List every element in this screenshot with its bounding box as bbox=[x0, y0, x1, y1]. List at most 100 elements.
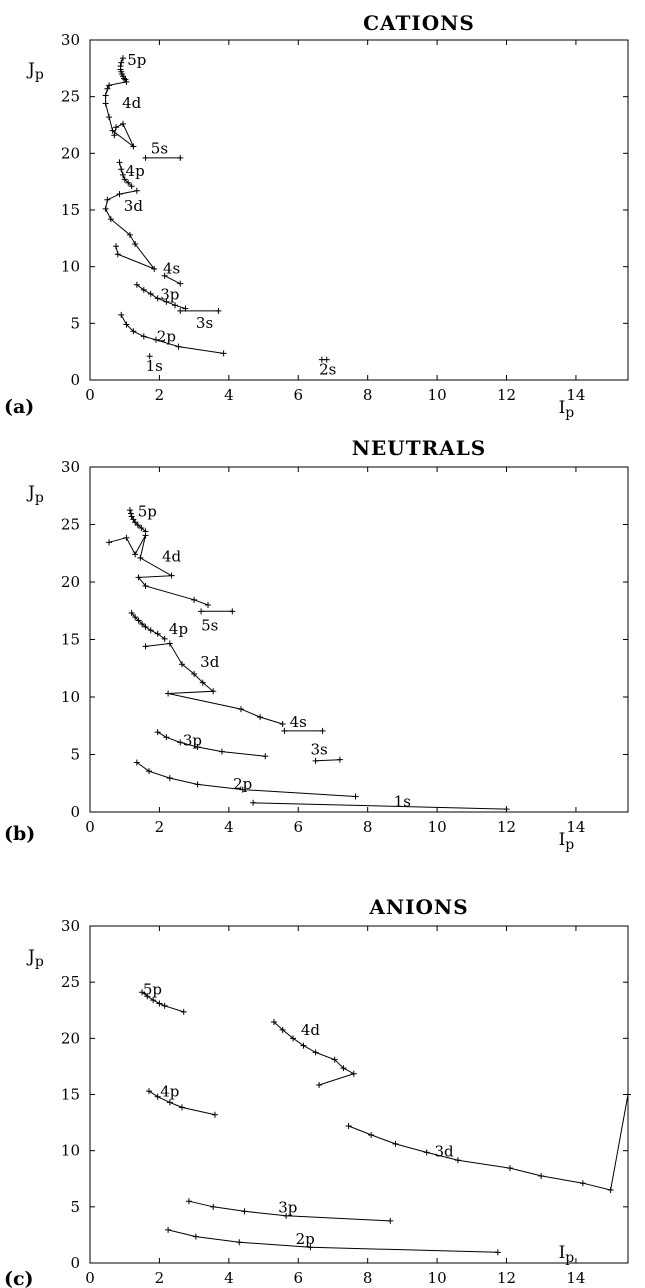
data-point bbox=[182, 305, 189, 312]
data-point bbox=[250, 799, 257, 806]
y-tick-label: 15 bbox=[61, 1086, 80, 1104]
x-axis-label: Ip bbox=[559, 830, 575, 853]
data-point bbox=[113, 124, 120, 131]
data-point bbox=[154, 630, 161, 637]
y-axis-label: Jp bbox=[26, 483, 44, 506]
data-point bbox=[106, 539, 113, 546]
data-point bbox=[111, 132, 118, 139]
chart-title: NEUTRALS bbox=[352, 436, 487, 460]
data-point bbox=[125, 179, 132, 186]
data-point bbox=[218, 748, 225, 755]
y-axis-label: Jp bbox=[26, 947, 44, 970]
series-2p: 2p bbox=[133, 759, 359, 800]
series-label: 4d bbox=[162, 547, 182, 565]
y-tick-label: 30 bbox=[61, 31, 80, 49]
data-point bbox=[119, 120, 126, 127]
panel-label: (a) bbox=[4, 396, 34, 418]
data-point bbox=[350, 1070, 357, 1077]
series-label: 2s bbox=[319, 360, 336, 378]
series-line bbox=[157, 731, 266, 757]
data-point bbox=[107, 216, 114, 223]
series-1s: 1s bbox=[250, 792, 510, 813]
data-point bbox=[106, 82, 113, 89]
x-tick-label: 6 bbox=[293, 818, 303, 836]
x-axis-label: Ip bbox=[559, 398, 575, 421]
data-point bbox=[290, 1035, 297, 1042]
x-axis-label: Ip bbox=[559, 1243, 575, 1266]
series-line bbox=[164, 275, 181, 285]
series-4p: 4p bbox=[116, 159, 145, 190]
data-point bbox=[132, 551, 139, 558]
x-tick-label: 8 bbox=[363, 386, 373, 404]
data-point bbox=[352, 793, 359, 800]
series-label: 3p bbox=[183, 731, 202, 749]
data-point bbox=[121, 75, 128, 82]
y-tick-label: 30 bbox=[61, 917, 80, 935]
data-point bbox=[116, 191, 123, 198]
data-point bbox=[340, 1065, 347, 1072]
x-tick-label: 8 bbox=[363, 818, 373, 836]
x-tick-label: 0 bbox=[85, 1269, 95, 1287]
y-tick-label: 30 bbox=[61, 458, 80, 476]
data-point bbox=[102, 205, 109, 212]
series-label: 3s bbox=[196, 314, 213, 332]
data-point bbox=[165, 1226, 172, 1233]
series-5s: 5s bbox=[142, 139, 184, 161]
data-point bbox=[177, 280, 184, 287]
series-line bbox=[131, 612, 165, 640]
y-tick-label: 25 bbox=[61, 88, 80, 106]
data-point bbox=[166, 1099, 173, 1106]
data-point bbox=[283, 1212, 290, 1219]
data-point bbox=[625, 1091, 631, 1098]
data-point bbox=[119, 55, 126, 62]
series-line bbox=[136, 762, 356, 797]
data-point bbox=[454, 1157, 461, 1164]
x-tick-label: 4 bbox=[224, 818, 234, 836]
data-point bbox=[178, 661, 185, 668]
data-point bbox=[130, 328, 137, 335]
data-point bbox=[142, 583, 149, 590]
series-5p: 5p bbox=[117, 51, 146, 83]
series-line bbox=[148, 1090, 216, 1116]
data-point bbox=[102, 92, 109, 99]
data-point bbox=[142, 528, 149, 535]
x-tick-label: 0 bbox=[85, 818, 95, 836]
data-point bbox=[175, 343, 182, 350]
data-point bbox=[138, 524, 145, 531]
data-point bbox=[163, 298, 170, 305]
series-label: 5s bbox=[201, 616, 218, 634]
series-5s: 5s bbox=[198, 608, 236, 634]
series-label: 4p bbox=[126, 162, 145, 180]
data-point bbox=[104, 85, 111, 92]
series-label: 5p bbox=[127, 51, 146, 69]
x-tick-label: 14 bbox=[566, 818, 585, 836]
x-tick-label: 2 bbox=[155, 1269, 165, 1287]
x-tick-label: 12 bbox=[497, 818, 516, 836]
data-point bbox=[177, 154, 184, 161]
data-point bbox=[132, 519, 139, 526]
data-point bbox=[137, 554, 144, 561]
data-point bbox=[336, 756, 343, 763]
data-point bbox=[331, 1056, 338, 1063]
x-tick-label: 14 bbox=[566, 1269, 585, 1287]
series-line bbox=[315, 759, 340, 762]
data-point bbox=[133, 187, 140, 194]
series-4s: 4s bbox=[161, 259, 184, 287]
series-label: 4d bbox=[301, 1021, 321, 1039]
x-tick-label: 12 bbox=[497, 386, 516, 404]
panel-label: (c) bbox=[4, 1268, 34, 1288]
y-axis-label: Jp bbox=[26, 60, 44, 83]
chart-panel-3: ANIONS (c) 0 2 4 6 8 10 12 14 0 5 10 15 20 25 30 Ip Jp 2p 3p… bbox=[4, 895, 631, 1288]
x-tick-label: 10 bbox=[428, 386, 447, 404]
data-point bbox=[132, 241, 139, 247]
data-point bbox=[198, 608, 205, 615]
data-point bbox=[392, 1140, 399, 1147]
data-point bbox=[180, 1008, 187, 1015]
series-3s: 3s bbox=[177, 307, 222, 332]
x-tick-label: 0 bbox=[85, 386, 95, 404]
series-label: 5s bbox=[151, 139, 168, 157]
data-point bbox=[132, 614, 139, 621]
data-point bbox=[109, 127, 116, 134]
data-point bbox=[229, 608, 236, 615]
